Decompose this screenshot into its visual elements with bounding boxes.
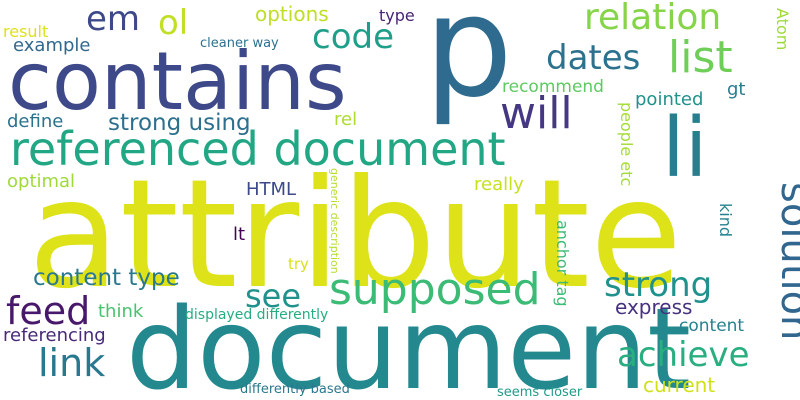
word: anchor tag	[553, 220, 572, 307]
word: contains	[8, 35, 347, 128]
word: HTML	[246, 179, 297, 200]
word: li	[662, 101, 708, 196]
word: supposed	[329, 264, 541, 315]
word: result	[3, 22, 49, 41]
word: example	[13, 35, 91, 56]
word: relation	[584, 0, 722, 38]
word: referenced document	[10, 122, 506, 176]
word: pointed	[635, 89, 704, 110]
word: differently based	[240, 382, 350, 397]
word: solution	[772, 182, 800, 341]
word: optimal	[7, 171, 76, 192]
word: content type	[33, 265, 180, 291]
word: gt	[727, 79, 746, 100]
word: see	[245, 277, 302, 315]
word: cleaner way	[200, 36, 279, 51]
word: will	[500, 88, 573, 139]
word: dates	[546, 38, 641, 78]
word: define	[7, 111, 64, 132]
word: ol	[158, 3, 189, 43]
word: p	[424, 0, 513, 129]
word: express	[615, 295, 693, 319]
word: seems closer	[497, 385, 583, 400]
word: document	[126, 285, 692, 400]
word: feed	[6, 289, 91, 333]
word: em	[86, 0, 141, 39]
word: strong using	[108, 110, 251, 136]
word: code	[312, 17, 394, 57]
word: type	[379, 6, 415, 25]
word: list	[668, 32, 733, 83]
word: really	[474, 174, 524, 195]
word: generic description	[328, 168, 341, 274]
word: strong	[604, 265, 713, 305]
word: think	[98, 301, 144, 322]
word: current	[643, 373, 716, 397]
word: options	[255, 2, 329, 26]
word: referencing	[3, 325, 106, 346]
word: Atom	[773, 8, 792, 51]
word: try	[288, 255, 309, 273]
word: people etc	[617, 102, 636, 187]
word: displayed differently	[185, 307, 329, 323]
word: lt	[233, 224, 246, 245]
word: rel	[334, 109, 358, 130]
word: attribute	[28, 148, 683, 322]
word: link	[38, 341, 106, 385]
word: recommend	[502, 77, 604, 97]
word: content	[679, 316, 745, 336]
word: achieve	[617, 335, 750, 375]
word: kind	[716, 203, 735, 238]
